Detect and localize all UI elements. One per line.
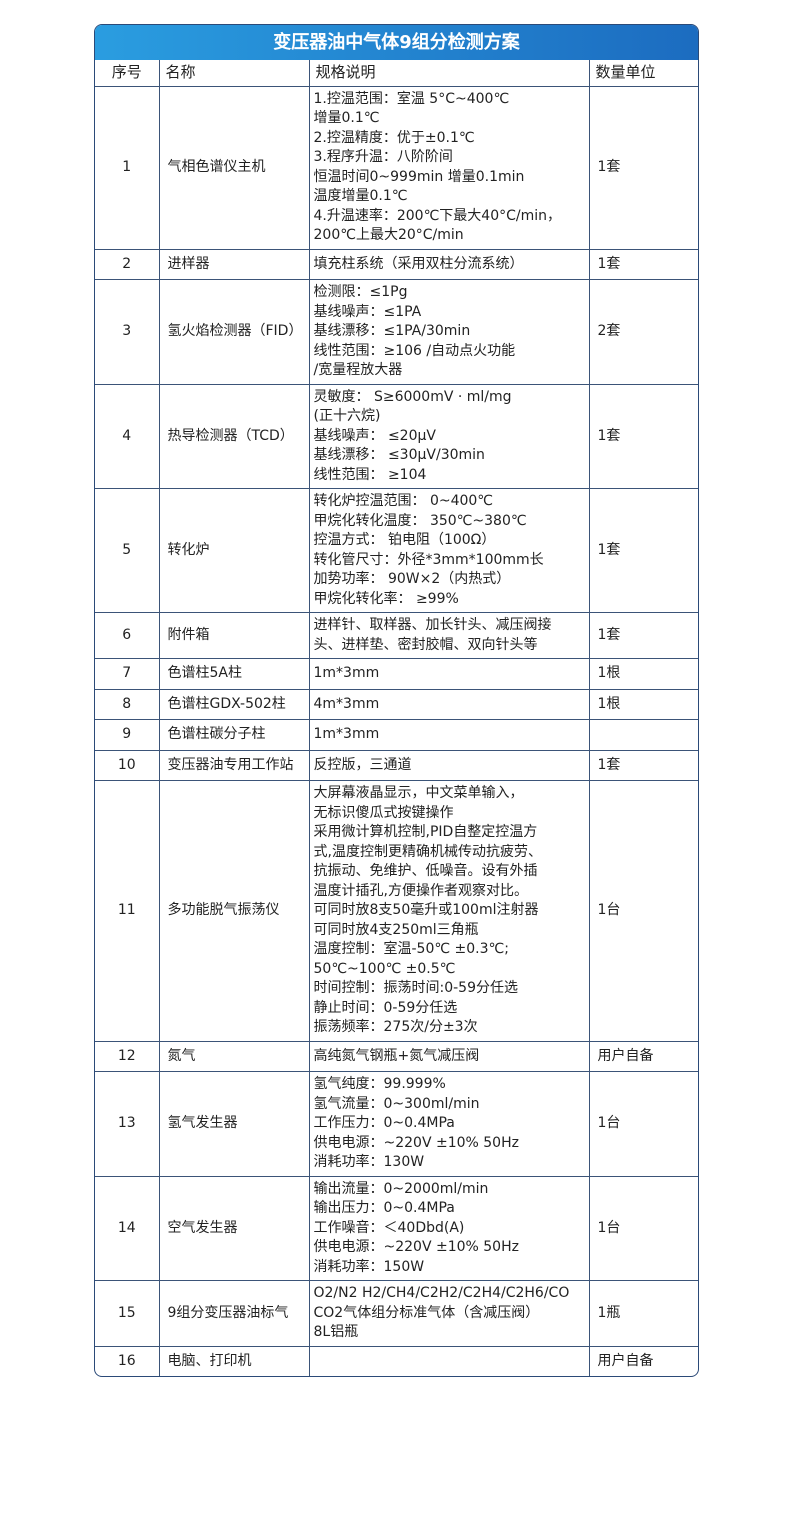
row-name: 色谱柱GDX-502柱 [158,688,310,720]
row-spec: 高纯氮气钢瓶+氮气减压阀 [308,1040,590,1072]
row-name: 进样器 [158,248,310,280]
table-row: 4 热导检测器（TCD） 灵敏度： S≥6000mV · ml/mg (正十六烷) … [95,383,698,489]
row-name: 9组分变压器油标气 [158,1280,310,1347]
row-no: 2 [95,248,160,280]
row-qty: 1根 [588,658,698,690]
row-no: 16 [95,1345,160,1376]
table-row: 15 9组分变压器油标气 O2/N2 H2/CH4/C2H2/C2H4/C2H6/C… [95,1280,698,1347]
row-spec: 1m*3mm [308,719,590,751]
row-qty: 1套 [588,488,698,613]
row-name: 变压器油专用工作站 [158,749,310,781]
row-no: 3 [95,279,160,385]
row-qty: 1套 [588,612,698,659]
row-name: 色谱柱碳分子柱 [158,719,310,751]
row-spec: 输出流量：0~2000ml/min 输出压力：0~0.4MPa 工作噪音：＜40… [308,1175,590,1281]
header-name: 名称 [158,60,310,87]
table-row: 5 转化炉 转化炉控温范围： 0~400℃ 甲烷化转化温度： 350℃~380℃ 控… [95,488,698,613]
row-name: 转化炉 [158,488,310,613]
row-spec: 检测限：≤1Pg 基线噪声：≤1PA 基线漂移：≤1PA/30min 线性范围：… [308,279,590,385]
table-row: 6 附件箱 进样针、取样器、加长针头、减压阀接 头、进样垫、密封胶帽、双向针头等 1套 [95,612,698,659]
table-row: 8 色谱柱GDX-502柱 4m*3mm 1根 [95,688,698,720]
table-row: 14 空气发生器 输出流量：0~2000ml/min 输出压力：0~0.4MPa 工… [95,1175,698,1281]
row-qty: 1套 [588,383,698,489]
row-spec: 反控版，三通道 [308,749,590,781]
scheme-table: 序号 名称 规格说明 数量单位 1 气相色谱仪主机 1.控温范围：室温 5°C~40… [95,60,698,1376]
header-spec: 规格说明 [308,60,590,87]
row-no: 13 [95,1071,160,1177]
row-no: 5 [95,488,160,613]
header-no: 序号 [95,60,160,87]
row-spec: 大屏幕液晶显示，中文菜单输入， 无标识傻瓜式按键操作 采用微计算机控制,PID自… [308,780,590,1042]
row-no: 7 [95,658,160,690]
row-name: 电脑、打印机 [158,1345,310,1376]
row-no: 1 [95,85,160,250]
scheme-table-card: 变压器油中气体9组分检测方案 序号 名称 规格说明 数量单位 1 气相色谱仪主机 1… [94,24,699,1377]
table-row: 3 氢火焰检测器（FID） 检测限：≤1Pg 基线噪声：≤1PA 基线漂移：≤1PA… [95,279,698,385]
table-row: 1 气相色谱仪主机 1.控温范围：室温 5°C~400℃ 增量0.1℃ 2.控温精度… [95,85,698,250]
row-name: 空气发生器 [158,1175,310,1281]
row-name: 氢气发生器 [158,1071,310,1177]
row-name: 氮气 [158,1040,310,1072]
table-row: 16 电脑、打印机 用户自备 [95,1345,698,1376]
row-no: 12 [95,1040,160,1072]
row-name: 气相色谱仪主机 [158,85,310,250]
table-row: 2 进样器 填充柱系统（采用双柱分流系统） 1套 [95,248,698,280]
row-qty: 1套 [588,749,698,781]
table-title: 变压器油中气体9组分检测方案 [95,25,698,60]
row-no: 11 [95,780,160,1042]
table-row: 9 色谱柱碳分子柱 1m*3mm [95,719,698,751]
row-name: 色谱柱5A柱 [158,658,310,690]
row-qty [588,719,698,751]
row-no: 15 [95,1280,160,1347]
row-qty: 1台 [588,1175,698,1281]
row-name: 热导检测器（TCD） [158,383,310,489]
row-no: 4 [95,383,160,489]
row-spec: 4m*3mm [308,688,590,720]
row-qty: 用户自备 [588,1040,698,1072]
header-qty: 数量单位 [588,60,698,87]
row-qty: 1根 [588,688,698,720]
row-spec: 填充柱系统（采用双柱分流系统） [308,248,590,280]
row-no: 9 [95,719,160,751]
row-spec: 进样针、取样器、加长针头、减压阀接 头、进样垫、密封胶帽、双向针头等 [308,612,590,659]
row-spec: 氢气纯度：99.999% 氢气流量：0~300ml/min 工作压力：0~0.4… [308,1071,590,1177]
row-spec: 1m*3mm [308,658,590,690]
row-no: 10 [95,749,160,781]
row-name: 多功能脱气振荡仪 [158,780,310,1042]
row-qty: 用户自备 [588,1345,698,1376]
row-name: 附件箱 [158,612,310,659]
table-row: 13 氢气发生器 氢气纯度：99.999% 氢气流量：0~300ml/min 工作压… [95,1071,698,1177]
table-row: 7 色谱柱5A柱 1m*3mm 1根 [95,658,698,690]
row-qty: 1套 [588,248,698,280]
row-spec: O2/N2 H2/CH4/C2H2/C2H4/C2H6/CO CO2气体组分标准… [308,1280,590,1347]
row-name: 氢火焰检测器（FID） [158,279,310,385]
row-spec [308,1345,590,1376]
row-qty: 2套 [588,279,698,385]
row-no: 8 [95,688,160,720]
row-spec: 1.控温范围：室温 5°C~400℃ 增量0.1℃ 2.控温精度：优于±0.1℃… [308,85,590,250]
row-spec: 转化炉控温范围： 0~400℃ 甲烷化转化温度： 350℃~380℃ 控温方式：… [308,488,590,613]
row-qty: 1台 [588,780,698,1042]
table-header-row: 序号 名称 规格说明 数量单位 [95,60,698,87]
row-spec: 灵敏度： S≥6000mV · ml/mg (正十六烷) 基线噪声： ≤20μV… [308,383,590,489]
table-row: 10 变压器油专用工作站 反控版，三通道 1套 [95,749,698,781]
row-no: 6 [95,612,160,659]
table-row: 12 氮气 高纯氮气钢瓶+氮气减压阀 用户自备 [95,1040,698,1072]
row-qty: 1台 [588,1071,698,1177]
table-row: 11 多功能脱气振荡仪 大屏幕液晶显示，中文菜单输入， 无标识傻瓜式按键操作 采用微… [95,780,698,1042]
row-no: 14 [95,1175,160,1281]
row-qty: 1瓶 [588,1280,698,1347]
row-qty: 1套 [588,85,698,250]
